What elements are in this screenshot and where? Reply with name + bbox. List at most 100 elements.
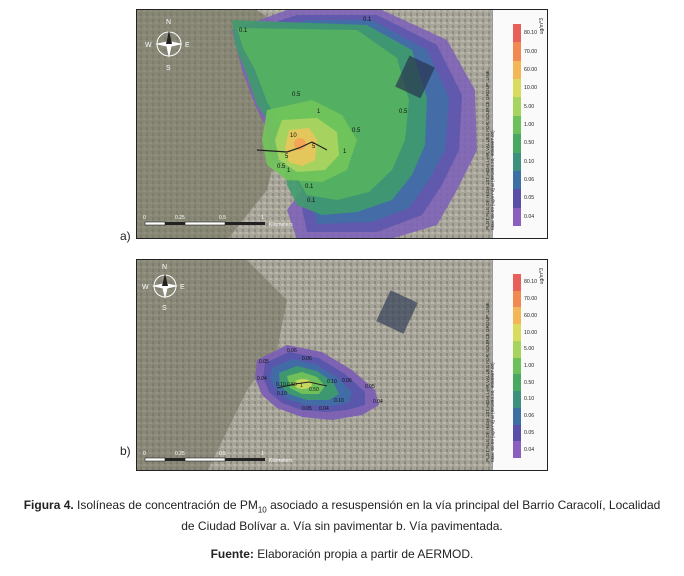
compass-e: E bbox=[185, 42, 190, 49]
contour-label: 0.04 bbox=[373, 399, 383, 405]
source-label: Fuente: bbox=[210, 547, 254, 561]
legend-swatch bbox=[513, 324, 521, 341]
legend-level-label: 0.10 bbox=[524, 396, 535, 403]
dark-plot-area bbox=[376, 290, 418, 334]
legend-swatch bbox=[513, 374, 521, 392]
contour-label: 0.10 bbox=[276, 382, 286, 388]
caption-label: Figura 4. bbox=[23, 498, 74, 512]
compass-s: S bbox=[166, 65, 171, 72]
caption-subscript: 10 bbox=[257, 505, 267, 515]
compass-e: E bbox=[180, 284, 185, 291]
contour-label: 5 bbox=[285, 154, 289, 160]
legend-units: ug/m^3 bbox=[539, 268, 545, 285]
legend-level-label: 0.10 bbox=[524, 158, 535, 165]
legend-level-label: 80.10 bbox=[524, 30, 537, 37]
legend-swatch bbox=[513, 134, 521, 153]
contour-label: 10 bbox=[290, 133, 297, 139]
legend-level-label: 0.50 bbox=[524, 140, 535, 147]
legend-level-label: 5.00 bbox=[524, 346, 535, 353]
scale-bar-a bbox=[144, 221, 265, 226]
contour-label: 0.05 bbox=[365, 384, 375, 390]
figure-source: Fuente: Elaboración propia a partir de A… bbox=[0, 546, 684, 562]
scale-label-1: 0.25 bbox=[175, 215, 185, 221]
contour-label: 0.1 bbox=[307, 198, 316, 204]
legend-swatch bbox=[513, 424, 521, 442]
compass-w: W bbox=[142, 284, 149, 291]
legend-units: ug/m^3 bbox=[539, 18, 545, 35]
legend-swatch bbox=[513, 274, 521, 291]
legend-swatch bbox=[513, 42, 521, 61]
caption-text-before: Isolíneas de concentración de PM bbox=[73, 498, 258, 512]
scale-label-1: 0.25 bbox=[175, 451, 185, 457]
legend-level-label: 70.00 bbox=[524, 296, 537, 303]
contour-label: 0.1 bbox=[363, 17, 372, 23]
contour-label: 0.05 bbox=[259, 359, 269, 365]
legend-swatch bbox=[513, 307, 521, 325]
dark-plot-area bbox=[395, 55, 435, 99]
contour-label: 1 bbox=[317, 109, 321, 115]
legend-title: PLOT FILE OF HIGH 1ST HIGH 1-HR VALUES F… bbox=[485, 70, 496, 230]
legend-swatch bbox=[513, 170, 521, 190]
scale-label-3: 1 bbox=[261, 451, 264, 457]
scale-label-3: 1 bbox=[261, 215, 264, 221]
contour-label: 0.5 bbox=[292, 92, 301, 98]
compass-w: W bbox=[145, 42, 152, 49]
legend-level-label: 80.10 bbox=[524, 279, 537, 286]
legend-level-label: 60.00 bbox=[524, 312, 537, 319]
legend-a: ug/m^3 PLOT FILE OF HIGH 1ST HIGH 1-HR V… bbox=[485, 10, 547, 238]
contour-label: 0.10 bbox=[277, 391, 287, 397]
contour-label: 0.5 bbox=[277, 164, 286, 170]
figure-caption: Figura 4. Isolíneas de concentración de … bbox=[0, 497, 684, 534]
contour-label: 1 bbox=[300, 383, 303, 389]
scale-unit: Kilometers bbox=[269, 458, 293, 464]
contour-label: 0.1 bbox=[239, 28, 248, 34]
scale-label-0: 0 bbox=[143, 215, 146, 221]
legend-swatch bbox=[513, 79, 521, 98]
contour-label: 0.5 bbox=[352, 128, 361, 134]
contour-label: 0.06 bbox=[287, 348, 297, 354]
legend-title-line2: Max: 80.09 [ug/m^3] at (991893.20, 90589… bbox=[490, 130, 496, 230]
caption-text-after: asociado a resuspensión en la vía princi… bbox=[266, 498, 661, 512]
legend-swatch bbox=[513, 407, 521, 425]
compass-n: N bbox=[162, 264, 167, 271]
source-text: Elaboración propia a partir de AERMOD. bbox=[253, 547, 474, 561]
caption-line2: de Ciudad Bolívar a. Vía sin pavimentar … bbox=[181, 519, 503, 534]
panel-letter-b: b) bbox=[120, 444, 131, 458]
contour-label: 0.5 bbox=[399, 109, 408, 115]
legend-level-label: 0.06 bbox=[524, 413, 535, 420]
scale-label-2: 0.5 bbox=[219, 451, 226, 457]
legend-level-label: 0.06 bbox=[524, 177, 535, 184]
contour-label: 0.10 bbox=[327, 379, 337, 385]
legend-title-line2: Max: 80.09 [ug/m^3] at (991893.20, 90589… bbox=[490, 362, 496, 462]
contour-label: 1 bbox=[343, 149, 347, 155]
legend-title: PLOT FILE OF HIGH 1ST HIGH 1-HR VALUES F… bbox=[485, 302, 496, 462]
legend-swatch bbox=[513, 152, 521, 171]
legend-level-label: 60.00 bbox=[524, 66, 537, 73]
compass-n: N bbox=[166, 19, 171, 26]
scale-label-2: 0.5 bbox=[219, 215, 226, 221]
legend-level-label: 0.50 bbox=[524, 379, 535, 386]
legend-swatch bbox=[513, 97, 521, 116]
compass-s: S bbox=[162, 305, 167, 312]
legend-level-label: 1.00 bbox=[524, 122, 535, 128]
panel-letter-a: a) bbox=[120, 229, 131, 243]
legend-swatch bbox=[513, 290, 521, 308]
contour-label: 0.05 bbox=[302, 406, 312, 412]
caption-line1: Figura 4. Isolíneas de concentración de … bbox=[0, 497, 684, 518]
legend-level-label: 0.05 bbox=[524, 429, 535, 436]
map-panel-b: N S E W 0 0.25 0.5 1 Kilometers 0.06 0.0… bbox=[136, 259, 548, 471]
legend-swatch bbox=[513, 189, 521, 208]
contour-label: 5 bbox=[312, 144, 316, 150]
legend-level-label: 0.04 bbox=[524, 446, 535, 453]
contour-label: 0.06 bbox=[302, 356, 312, 362]
line-source-road bbox=[276, 381, 328, 389]
contour-label: 0.04 bbox=[319, 406, 329, 412]
scale-label-0: 0 bbox=[143, 451, 146, 457]
legend-swatch bbox=[513, 207, 521, 226]
legend-level-label: 10.00 bbox=[524, 329, 537, 336]
legend-swatch bbox=[513, 441, 521, 458]
map-panel-a: N S E W 0 0.25 0.5 1 Kilometers 0.1 0.1 … bbox=[136, 9, 548, 239]
legend-level-label: 5.00 bbox=[524, 103, 535, 110]
scale-bar-b bbox=[144, 457, 265, 462]
scale-unit: Kilometers bbox=[269, 222, 293, 228]
